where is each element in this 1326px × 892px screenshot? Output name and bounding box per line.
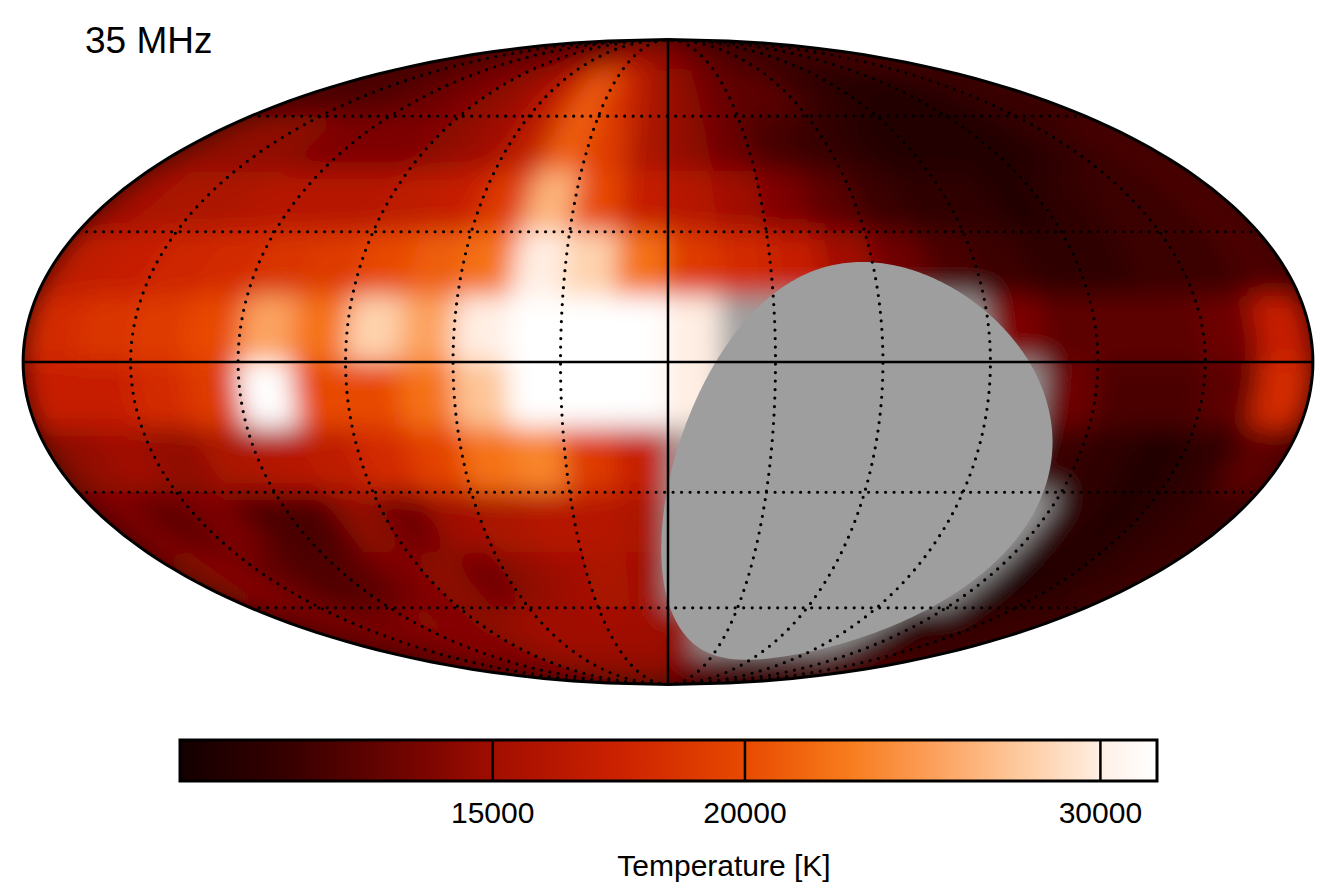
colorbar-scale xyxy=(180,740,1157,781)
cell xyxy=(1051,116,1188,171)
cell xyxy=(1141,296,1205,362)
colorbar-tick-label: 15000 xyxy=(451,796,534,829)
cell xyxy=(1194,362,1259,428)
cell xyxy=(1036,296,1098,362)
cell xyxy=(717,232,773,296)
cell xyxy=(623,654,668,684)
cell xyxy=(507,296,563,362)
figure: 35 MHz 15000 20000 30000 Temperature [K] xyxy=(0,0,1326,892)
masked-region xyxy=(661,262,1052,660)
cell xyxy=(510,232,569,296)
colorbar-tick xyxy=(1099,740,1102,781)
plot-area xyxy=(23,40,1313,685)
cell xyxy=(561,296,616,362)
cell xyxy=(1194,296,1259,362)
cell xyxy=(577,40,668,70)
sky-background xyxy=(23,40,1313,685)
cell xyxy=(614,296,668,362)
cell xyxy=(918,608,1085,654)
cell xyxy=(570,492,625,553)
cell xyxy=(623,40,668,70)
cell xyxy=(1051,553,1188,608)
cell xyxy=(1209,232,1299,296)
cell xyxy=(453,296,510,362)
cell xyxy=(668,296,722,362)
colorbar-tick xyxy=(491,740,494,781)
cells xyxy=(23,40,1313,685)
colorbar-label: Temperature [K] xyxy=(617,849,830,882)
cell xyxy=(570,171,625,232)
colorbar-tick-label: 20000 xyxy=(703,796,786,829)
cell xyxy=(625,553,668,608)
cell xyxy=(619,492,668,553)
cell xyxy=(563,428,619,492)
cell xyxy=(507,362,563,428)
cell xyxy=(615,232,668,296)
cell xyxy=(561,362,616,428)
cell xyxy=(399,296,457,362)
cell xyxy=(645,654,668,684)
colorbar: 15000 20000 30000 Temperature [K] xyxy=(180,740,1157,882)
cell xyxy=(668,40,941,70)
parallel xyxy=(251,115,1086,118)
parallel xyxy=(78,491,1258,494)
cell xyxy=(563,232,619,296)
cell xyxy=(238,296,300,362)
parallel xyxy=(78,230,1258,233)
cell xyxy=(615,428,668,492)
cell xyxy=(395,40,668,70)
cell xyxy=(625,116,668,171)
cell xyxy=(184,362,247,428)
cell xyxy=(292,296,353,362)
cell xyxy=(1089,362,1152,428)
cell xyxy=(633,70,668,116)
cell xyxy=(238,362,300,428)
colorbar-tick xyxy=(744,740,747,781)
cell xyxy=(668,232,721,296)
cell xyxy=(633,608,668,654)
title: 35 MHz xyxy=(85,20,212,61)
parallel xyxy=(251,606,1086,609)
cell xyxy=(668,171,717,232)
cell xyxy=(292,362,353,428)
cell xyxy=(346,362,405,428)
cell xyxy=(453,362,510,428)
cell xyxy=(614,362,668,428)
cell xyxy=(346,296,405,362)
graticule xyxy=(23,40,1313,685)
equator-axis xyxy=(23,361,1313,364)
cell xyxy=(510,428,569,492)
cell xyxy=(1209,428,1299,492)
cell xyxy=(619,171,668,232)
colorbar-tick-label: 30000 xyxy=(1059,796,1142,829)
sky-outline xyxy=(23,40,1313,685)
cell xyxy=(399,362,457,428)
